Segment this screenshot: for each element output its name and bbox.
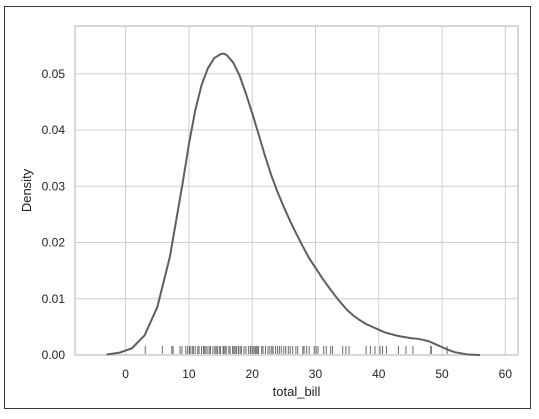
grid [75, 26, 518, 356]
x-tick-label: 20 [246, 367, 260, 381]
y-tick-label: 0.02 [42, 236, 66, 250]
figure-frame [4, 6, 531, 409]
y-axis-label: Density [19, 168, 34, 212]
x-tick-label: 10 [182, 367, 196, 381]
y-tick-label: 0.05 [42, 67, 66, 81]
y-tick-label: 0.00 [42, 348, 66, 362]
x-tick-label: 0 [122, 367, 129, 381]
x-tick-labels: 0 10 20 30 40 50 60 [122, 367, 512, 381]
x-tick-label: 60 [499, 367, 513, 381]
rug-plot [144, 346, 448, 354]
y-tick-label: 0.01 [42, 292, 66, 306]
density-curve [106, 52, 481, 356]
y-tick-labels: 0.00 0.01 0.02 0.03 0.04 0.05 [42, 67, 66, 362]
y-tick-label: 0.04 [42, 123, 66, 137]
y-tick-label: 0.03 [42, 179, 66, 193]
x-tick-label: 50 [435, 367, 449, 381]
x-tick-label: 40 [372, 367, 386, 381]
plot-area [74, 25, 519, 356]
x-axis-label: total_bill [273, 384, 321, 399]
x-tick-label: 30 [309, 367, 323, 381]
